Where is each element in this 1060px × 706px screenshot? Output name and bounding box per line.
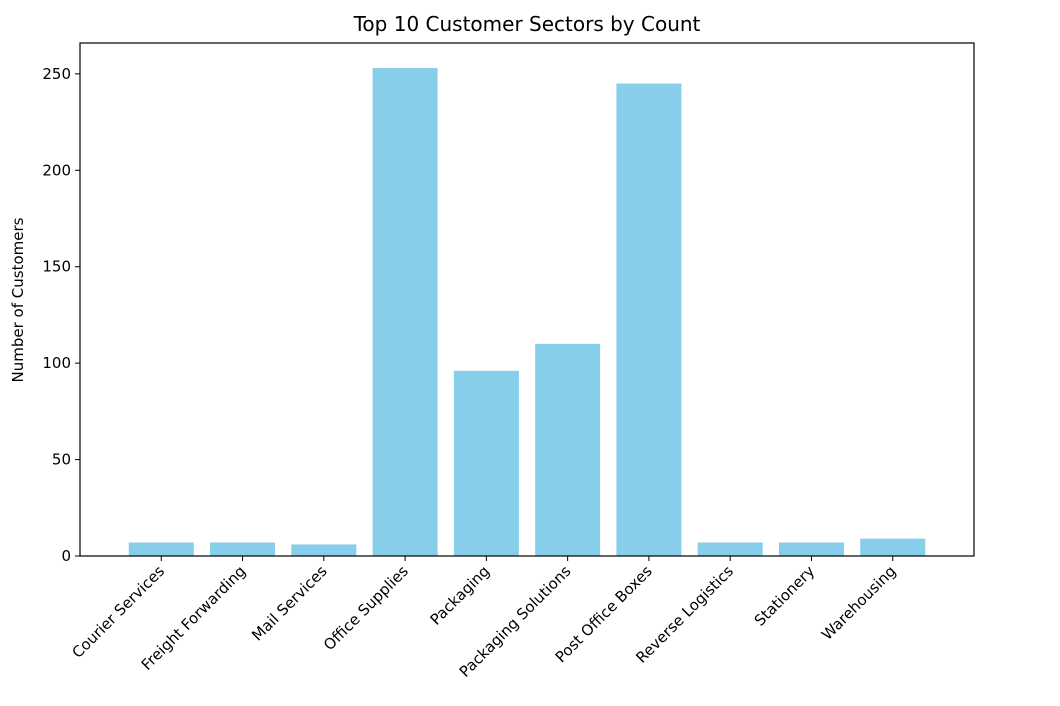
bar xyxy=(128,542,194,556)
y-tick-label: 0 xyxy=(61,547,71,565)
y-tick-label: 200 xyxy=(42,161,71,179)
bar xyxy=(210,542,276,556)
x-tick-label: Packaging xyxy=(427,562,494,629)
y-tick-label: 100 xyxy=(42,354,71,372)
y-tick-label: 150 xyxy=(42,258,71,276)
x-tick-label: Stationery xyxy=(751,562,819,630)
bar xyxy=(535,343,601,556)
bar xyxy=(372,68,438,557)
y-axis-label: Number of Customers xyxy=(9,217,27,382)
bar xyxy=(778,542,844,556)
bar xyxy=(860,538,926,556)
bars-group xyxy=(128,68,926,557)
y-axis-ticks: 0 50 100 150 200 250 xyxy=(42,65,80,565)
bar xyxy=(291,544,357,556)
x-tick-label: Mail Services xyxy=(248,562,331,645)
y-tick-label: 250 xyxy=(42,65,71,83)
y-tick-label: 50 xyxy=(52,451,71,469)
chart-title: Top 10 Customer Sectors by Count xyxy=(353,12,701,36)
bar xyxy=(616,83,682,556)
bar xyxy=(453,370,519,556)
x-tick-label: Office Supplies xyxy=(320,562,412,654)
bar xyxy=(697,542,763,556)
x-tick-label: Warehousing xyxy=(818,562,900,644)
plot-frame xyxy=(79,42,975,557)
